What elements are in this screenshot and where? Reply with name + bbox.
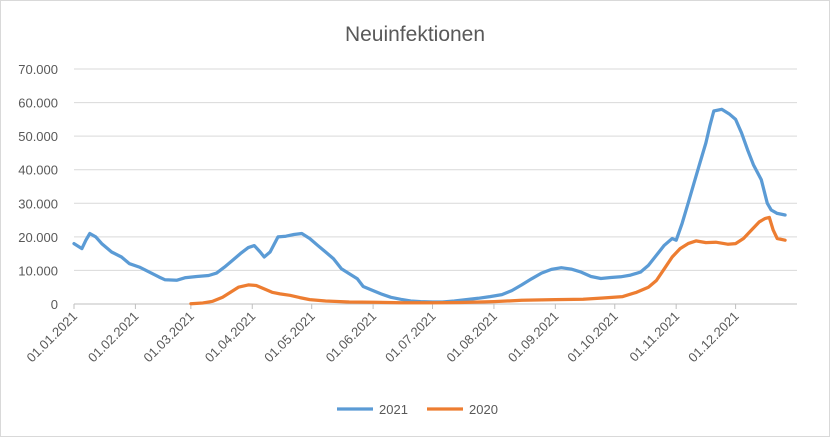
x-tick-label: 01.03.2021 xyxy=(140,309,197,366)
y-tick-label: 40.000 xyxy=(18,163,58,178)
series-line-2021 xyxy=(72,107,787,304)
gridlines xyxy=(73,68,797,309)
series-line-2020 xyxy=(189,215,787,306)
x-tick-label: 01.09.2021 xyxy=(505,309,562,366)
x-tick-label: 01.02.2021 xyxy=(85,309,142,366)
y-tick-label: 70.000 xyxy=(18,62,58,77)
x-tick-label: 01.01.2021 xyxy=(23,309,80,366)
x-tick-label: 01.10.2021 xyxy=(564,309,621,366)
series-lines xyxy=(72,107,787,306)
y-tick-label: 20.000 xyxy=(18,230,58,245)
y-axis-tick-labels: 0 10.000 20.000 30.000 40.000 50.000 60.000 70.… xyxy=(18,62,58,312)
y-tick-label: 60.000 xyxy=(18,96,58,111)
legend-label-2020: 2020 xyxy=(469,402,498,417)
x-tick-label: 01.08.2021 xyxy=(443,309,500,366)
y-tick-label: 10.000 xyxy=(18,263,58,278)
x-tick-label: 01.12.2021 xyxy=(685,309,742,366)
chart-title: Neuinfektionen xyxy=(345,23,485,46)
y-tick-label: 50.000 xyxy=(18,129,58,144)
x-tick-label: 01.05.2021 xyxy=(261,309,318,366)
x-tick-label: 01.11.2021 xyxy=(626,309,682,365)
x-tick-label: 01.07.2021 xyxy=(382,309,439,366)
x-tick-label: 01.04.2021 xyxy=(202,309,259,366)
legend: 2021 2020 xyxy=(337,402,498,417)
x-tick-label: 01.06.2021 xyxy=(323,309,380,366)
y-tick-label: 30.000 xyxy=(18,196,58,211)
y-tick-label: 0 xyxy=(51,297,58,312)
legend-label-2021: 2021 xyxy=(379,402,408,417)
